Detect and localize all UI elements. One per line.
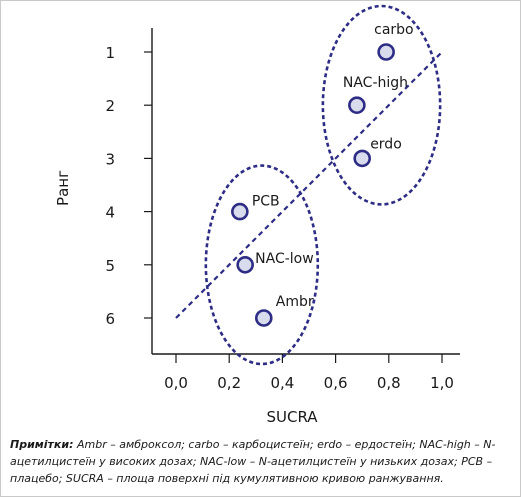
data-point-carbo [377, 43, 395, 61]
footnote-text: Ambr – амброксол; carbo – карбоцистеїн; … [10, 438, 496, 485]
x-tick-label: 0,8 [377, 374, 401, 392]
point-label-carbo: carbo [374, 22, 413, 38]
y-axis-title: Ранг [54, 170, 72, 206]
data-point-pcb [231, 202, 249, 221]
x-tick-label: 0,2 [217, 374, 241, 392]
footnote-prefix: Примітки: [10, 438, 74, 451]
group-ellipse-2 [204, 164, 320, 366]
data-point-erdo [353, 149, 372, 168]
point-label-erdo: erdo [370, 136, 402, 152]
y-tick-label: 2 [105, 97, 115, 115]
point-label-ambr: Ambr [276, 294, 314, 310]
y-tick-label: 5 [105, 257, 115, 275]
point-label-pcb: PCB [252, 194, 280, 210]
data-points: carbo NAC-high erdo PCB NAC-low Ambr [231, 22, 414, 327]
y-tick-label: 1 [105, 44, 115, 62]
x-tick-label: 0,6 [324, 374, 348, 392]
chart-axes: 0,0 0,2 0,4 0,6 0,8 1,0 1 2 3 4 5 6 [105, 28, 460, 392]
trend-line [175, 51, 443, 319]
y-tick-label: 6 [105, 310, 115, 328]
group-ellipse-1 [321, 4, 442, 206]
y-tick-label: 4 [105, 204, 115, 222]
y-tick-label: 3 [105, 150, 115, 168]
data-point-nac-high [348, 96, 366, 114]
x-axis-title: SUCRA [266, 408, 318, 426]
x-tick-label: 0,0 [164, 374, 188, 392]
x-tick-label: 1,0 [430, 374, 454, 392]
x-tick-label: 0,4 [270, 374, 294, 392]
figure-footnote: Примітки: Ambr – амброксол; carbo – карб… [10, 436, 512, 487]
point-label-nac-low: NAC-low [255, 251, 314, 267]
data-point-nac-low [236, 255, 254, 274]
point-label-nac-high: NAC-high [343, 75, 408, 91]
sucra-rank-scatter-chart: 0,0 0,2 0,4 0,6 0,8 1,0 1 2 3 4 5 6 carbo NAC-high er… [54, 4, 460, 426]
trend-line-group [175, 51, 443, 319]
data-point-ambr [254, 309, 273, 327]
group-ellipses [204, 4, 442, 366]
